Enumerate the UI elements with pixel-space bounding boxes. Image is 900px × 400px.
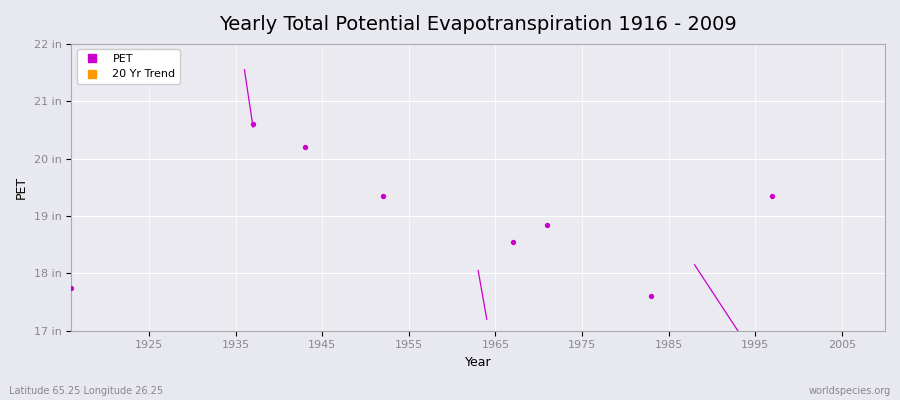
- Y-axis label: PET: PET: [15, 176, 28, 199]
- Text: Latitude 65.25 Longitude 26.25: Latitude 65.25 Longitude 26.25: [9, 386, 163, 396]
- Text: worldspecies.org: worldspecies.org: [809, 386, 891, 396]
- Point: [506, 239, 520, 245]
- Point: [246, 121, 260, 128]
- Point: [765, 193, 779, 199]
- Point: [375, 193, 390, 199]
- Point: [64, 284, 78, 291]
- Point: [540, 221, 554, 228]
- Title: Yearly Total Potential Evapotranspiration 1916 - 2009: Yearly Total Potential Evapotranspiratio…: [220, 15, 737, 34]
- Point: [644, 293, 659, 300]
- Point: [298, 144, 312, 150]
- X-axis label: Year: Year: [464, 356, 491, 369]
- Legend: PET, 20 Yr Trend: PET, 20 Yr Trend: [76, 50, 180, 84]
